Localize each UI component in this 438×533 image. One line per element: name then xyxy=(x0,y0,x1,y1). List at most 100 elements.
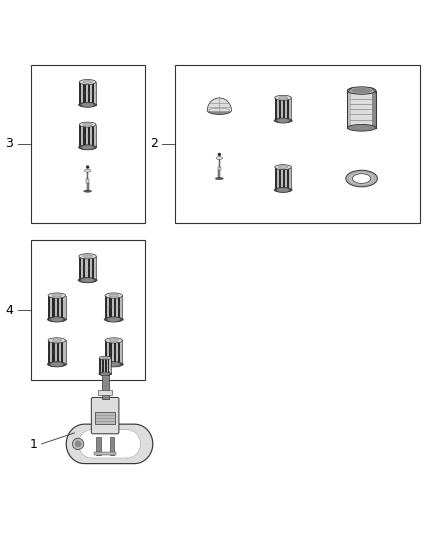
Ellipse shape xyxy=(104,317,124,321)
Bar xyxy=(85,82,88,105)
Bar xyxy=(99,358,101,374)
Bar xyxy=(50,341,53,364)
Ellipse shape xyxy=(207,107,231,115)
Bar xyxy=(287,167,290,190)
Bar xyxy=(105,295,123,319)
Bar xyxy=(277,98,279,120)
Bar xyxy=(285,167,287,190)
Bar xyxy=(347,91,351,128)
Bar xyxy=(275,167,277,190)
Ellipse shape xyxy=(51,362,63,366)
Ellipse shape xyxy=(78,103,97,107)
Circle shape xyxy=(218,153,221,156)
Bar xyxy=(112,295,114,319)
Bar xyxy=(94,256,96,280)
Ellipse shape xyxy=(52,339,62,342)
Bar xyxy=(277,167,279,190)
Bar xyxy=(287,98,290,120)
Bar xyxy=(92,125,94,147)
Ellipse shape xyxy=(274,118,292,123)
Ellipse shape xyxy=(51,318,63,321)
Ellipse shape xyxy=(108,318,120,321)
Bar xyxy=(107,341,110,364)
Bar xyxy=(110,358,111,374)
Bar xyxy=(59,295,61,319)
Ellipse shape xyxy=(79,278,96,283)
Ellipse shape xyxy=(84,169,91,172)
Bar xyxy=(116,341,118,364)
Ellipse shape xyxy=(347,124,376,131)
Bar xyxy=(281,98,283,120)
Ellipse shape xyxy=(215,177,223,180)
Bar xyxy=(283,167,285,190)
Ellipse shape xyxy=(82,146,93,149)
Bar xyxy=(61,295,64,319)
Ellipse shape xyxy=(275,118,291,123)
Text: 2: 2 xyxy=(150,138,158,150)
Polygon shape xyxy=(207,98,231,110)
Ellipse shape xyxy=(99,356,111,360)
Ellipse shape xyxy=(83,255,92,258)
Ellipse shape xyxy=(79,145,96,150)
Bar xyxy=(279,167,281,190)
Ellipse shape xyxy=(347,87,376,94)
Ellipse shape xyxy=(351,88,372,93)
Ellipse shape xyxy=(275,95,291,100)
Bar xyxy=(372,91,376,128)
Ellipse shape xyxy=(83,123,92,126)
Ellipse shape xyxy=(83,80,92,83)
Ellipse shape xyxy=(275,188,291,192)
Ellipse shape xyxy=(78,278,97,282)
Bar xyxy=(94,452,116,455)
Bar xyxy=(110,341,112,364)
Bar xyxy=(112,341,114,364)
Polygon shape xyxy=(78,430,141,458)
Bar xyxy=(92,82,94,105)
Ellipse shape xyxy=(105,338,123,343)
Ellipse shape xyxy=(275,165,291,169)
Bar xyxy=(86,179,89,183)
Bar xyxy=(59,341,61,364)
Ellipse shape xyxy=(279,166,288,168)
Bar xyxy=(101,358,102,374)
FancyBboxPatch shape xyxy=(91,398,119,434)
Bar xyxy=(290,167,291,190)
Bar xyxy=(79,256,81,280)
Bar xyxy=(275,98,291,120)
Circle shape xyxy=(75,441,81,447)
Ellipse shape xyxy=(99,372,111,376)
Bar xyxy=(81,82,83,105)
Ellipse shape xyxy=(216,157,223,159)
Bar xyxy=(110,437,114,455)
Bar xyxy=(108,358,110,374)
Ellipse shape xyxy=(48,293,66,298)
Bar xyxy=(107,295,110,319)
Text: 4: 4 xyxy=(5,304,13,317)
Ellipse shape xyxy=(48,317,66,322)
Bar xyxy=(61,341,64,364)
Ellipse shape xyxy=(78,146,97,149)
Bar xyxy=(55,295,57,319)
Circle shape xyxy=(72,438,84,449)
Bar xyxy=(118,341,120,364)
Bar xyxy=(79,256,96,280)
Bar xyxy=(88,82,90,105)
Bar xyxy=(105,295,107,319)
Bar xyxy=(120,341,123,364)
Bar xyxy=(96,437,101,455)
Bar xyxy=(105,358,106,374)
Bar xyxy=(95,413,115,424)
Bar xyxy=(57,295,59,319)
Bar xyxy=(31,240,145,381)
Ellipse shape xyxy=(79,254,96,259)
Bar xyxy=(105,341,107,364)
Ellipse shape xyxy=(82,103,93,107)
Bar xyxy=(219,159,220,166)
Bar xyxy=(275,167,291,190)
Bar xyxy=(87,182,88,191)
Bar xyxy=(114,295,116,319)
Bar xyxy=(55,341,57,364)
Text: 1: 1 xyxy=(29,438,37,451)
Bar xyxy=(81,125,83,147)
Bar xyxy=(279,98,281,120)
